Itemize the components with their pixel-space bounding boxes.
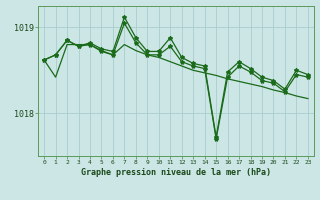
X-axis label: Graphe pression niveau de la mer (hPa): Graphe pression niveau de la mer (hPa) [81,168,271,177]
